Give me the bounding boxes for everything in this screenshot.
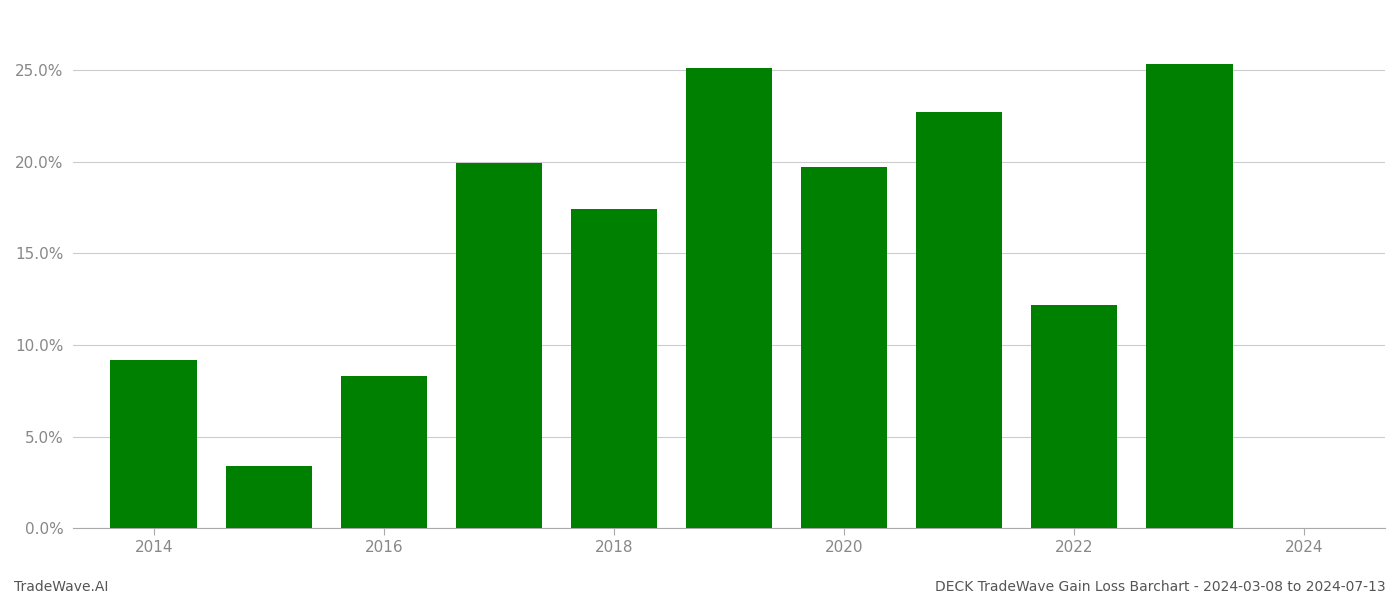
Text: DECK TradeWave Gain Loss Barchart - 2024-03-08 to 2024-07-13: DECK TradeWave Gain Loss Barchart - 2024… (935, 580, 1386, 594)
Bar (571, 209, 657, 528)
Bar (1032, 305, 1117, 528)
Bar (111, 359, 197, 528)
Bar (801, 167, 888, 528)
Bar (686, 68, 773, 528)
Bar (340, 376, 427, 528)
Bar (916, 112, 1002, 528)
Bar (456, 163, 542, 528)
Text: TradeWave.AI: TradeWave.AI (14, 580, 108, 594)
Bar (225, 466, 312, 528)
Bar (1147, 64, 1232, 528)
